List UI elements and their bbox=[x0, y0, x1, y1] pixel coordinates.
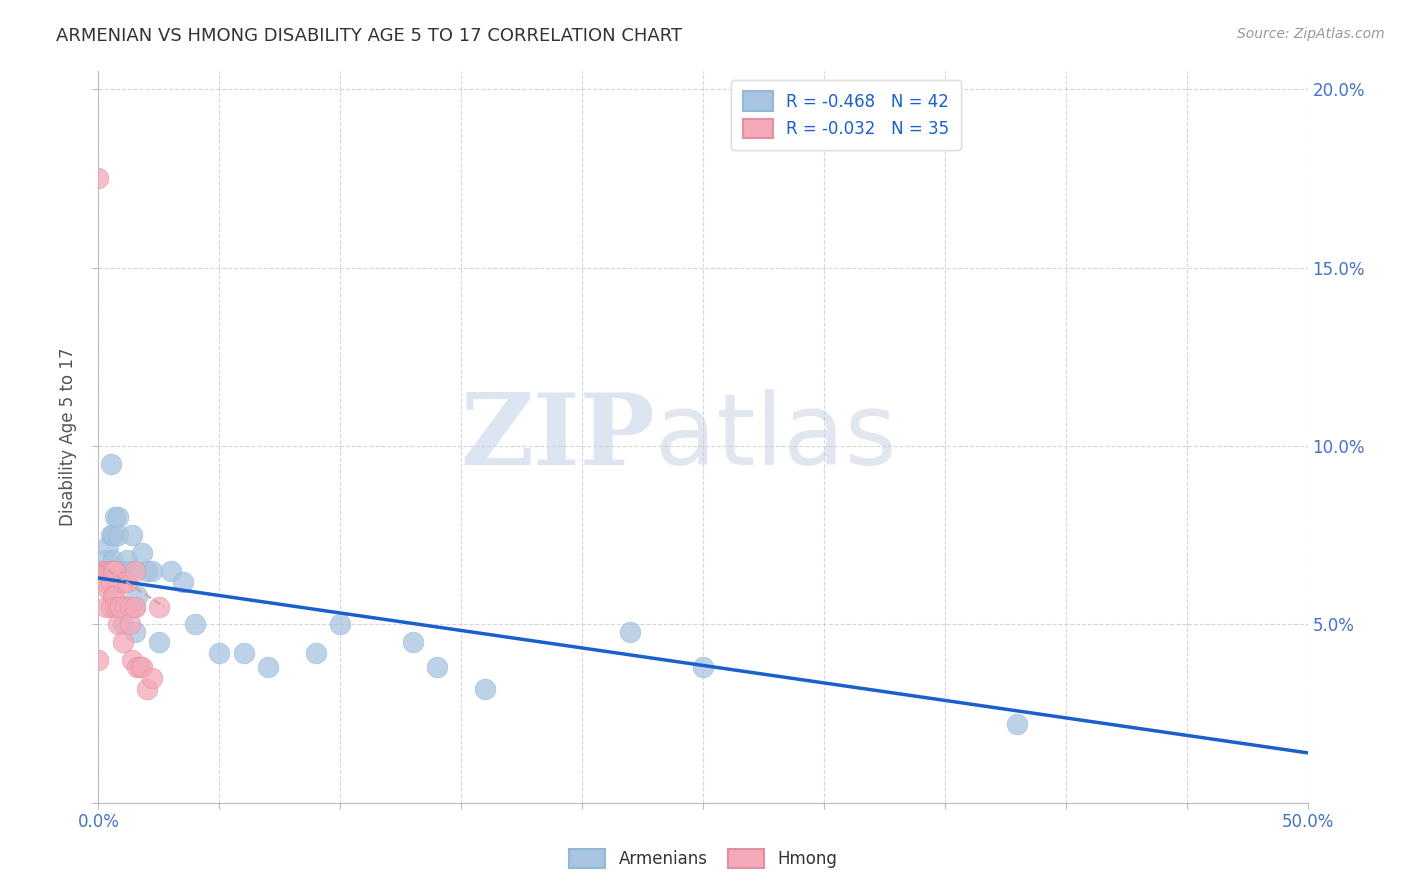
Legend: R = -0.468   N = 42, R = -0.032   N = 35: R = -0.468 N = 42, R = -0.032 N = 35 bbox=[731, 79, 960, 150]
Point bbox=[111, 617, 134, 632]
Point bbox=[208, 646, 231, 660]
Point bbox=[692, 660, 714, 674]
Point bbox=[107, 528, 129, 542]
Point bbox=[101, 528, 124, 542]
Point bbox=[100, 528, 122, 542]
Point bbox=[114, 599, 136, 614]
Point bbox=[141, 564, 163, 578]
Text: ZIP: ZIP bbox=[460, 389, 655, 485]
Text: ARMENIAN VS HMONG DISABILITY AGE 5 TO 17 CORRELATION CHART: ARMENIAN VS HMONG DISABILITY AGE 5 TO 17… bbox=[56, 27, 682, 45]
Point bbox=[97, 539, 120, 553]
Point bbox=[101, 564, 124, 578]
Y-axis label: Disability Age 5 to 17: Disability Age 5 to 17 bbox=[59, 348, 77, 526]
Point bbox=[100, 457, 122, 471]
Point bbox=[100, 599, 122, 614]
Point bbox=[104, 589, 127, 603]
Point bbox=[131, 660, 153, 674]
Point bbox=[107, 617, 129, 632]
Point bbox=[619, 624, 641, 639]
Point bbox=[100, 574, 122, 589]
Point bbox=[111, 564, 134, 578]
Point bbox=[117, 574, 139, 589]
Point bbox=[100, 564, 122, 578]
Point bbox=[118, 617, 141, 632]
Point bbox=[108, 599, 131, 614]
Point bbox=[104, 510, 127, 524]
Point bbox=[184, 617, 207, 632]
Point bbox=[329, 617, 352, 632]
Point bbox=[117, 599, 139, 614]
Point bbox=[94, 599, 117, 614]
Point bbox=[474, 681, 496, 696]
Point bbox=[124, 624, 146, 639]
Point bbox=[101, 553, 124, 567]
Legend: Armenians, Hmong: Armenians, Hmong bbox=[562, 842, 844, 875]
Point bbox=[100, 564, 122, 578]
Point bbox=[91, 564, 114, 578]
Point bbox=[124, 564, 146, 578]
Point bbox=[127, 589, 149, 603]
Point bbox=[94, 553, 117, 567]
Point bbox=[107, 510, 129, 524]
Point bbox=[118, 599, 141, 614]
Point bbox=[97, 564, 120, 578]
Point bbox=[101, 589, 124, 603]
Point bbox=[114, 599, 136, 614]
Point bbox=[121, 528, 143, 542]
Point bbox=[232, 646, 254, 660]
Point bbox=[256, 660, 278, 674]
Point bbox=[124, 599, 146, 614]
Point bbox=[305, 646, 328, 660]
Point bbox=[172, 574, 194, 589]
Point bbox=[131, 546, 153, 560]
Point bbox=[117, 553, 139, 567]
Point bbox=[97, 582, 120, 596]
Point bbox=[160, 564, 183, 578]
Point bbox=[128, 660, 150, 674]
Text: Source: ZipAtlas.com: Source: ZipAtlas.com bbox=[1237, 27, 1385, 41]
Point bbox=[111, 635, 134, 649]
Point bbox=[127, 660, 149, 674]
Point bbox=[107, 599, 129, 614]
Point bbox=[87, 171, 110, 186]
Point bbox=[108, 599, 131, 614]
Text: atlas: atlas bbox=[655, 389, 896, 485]
Point bbox=[97, 564, 120, 578]
Point bbox=[101, 564, 124, 578]
Point bbox=[121, 653, 143, 667]
Point bbox=[148, 599, 170, 614]
Point bbox=[124, 599, 146, 614]
Point bbox=[135, 681, 157, 696]
Point bbox=[87, 653, 110, 667]
Point bbox=[118, 564, 141, 578]
Point bbox=[91, 564, 114, 578]
Point bbox=[148, 635, 170, 649]
Point bbox=[1007, 717, 1029, 731]
Point bbox=[104, 599, 127, 614]
Point bbox=[90, 564, 112, 578]
Point bbox=[402, 635, 425, 649]
Point bbox=[135, 564, 157, 578]
Point bbox=[426, 660, 449, 674]
Point bbox=[141, 671, 163, 685]
Point bbox=[104, 564, 127, 578]
Point bbox=[111, 574, 134, 589]
Point bbox=[94, 574, 117, 589]
Point bbox=[108, 564, 131, 578]
